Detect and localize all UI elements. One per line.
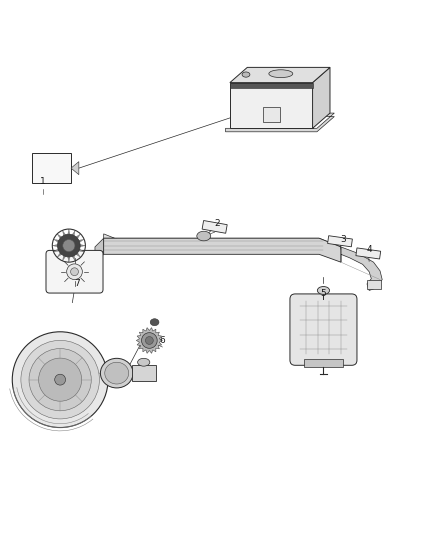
Polygon shape — [226, 113, 334, 132]
Polygon shape — [71, 161, 79, 175]
Text: 3: 3 — [340, 235, 346, 244]
Ellipse shape — [105, 362, 129, 384]
Polygon shape — [68, 229, 70, 235]
Ellipse shape — [150, 319, 159, 326]
Polygon shape — [341, 247, 382, 290]
Ellipse shape — [12, 332, 108, 427]
Bar — [367, 279, 381, 289]
Polygon shape — [68, 257, 70, 262]
Text: 2: 2 — [214, 220, 219, 228]
Ellipse shape — [55, 374, 66, 385]
Polygon shape — [76, 234, 81, 238]
Bar — [32, 153, 71, 183]
Ellipse shape — [145, 336, 153, 344]
Text: 6: 6 — [159, 336, 165, 345]
Bar — [356, 248, 381, 259]
Polygon shape — [63, 256, 66, 261]
Ellipse shape — [39, 358, 82, 401]
Bar — [328, 236, 353, 247]
FancyBboxPatch shape — [46, 251, 103, 293]
Bar — [262, 107, 280, 122]
Bar — [230, 83, 313, 88]
Polygon shape — [104, 234, 341, 251]
Polygon shape — [53, 239, 59, 243]
Ellipse shape — [318, 287, 329, 294]
Ellipse shape — [21, 341, 99, 419]
FancyBboxPatch shape — [290, 294, 357, 365]
Polygon shape — [57, 253, 62, 257]
Polygon shape — [79, 239, 84, 243]
Ellipse shape — [67, 264, 82, 279]
Polygon shape — [104, 238, 341, 262]
Polygon shape — [230, 67, 330, 83]
Ellipse shape — [138, 358, 150, 366]
Polygon shape — [136, 328, 162, 353]
Ellipse shape — [197, 231, 211, 241]
Text: 4: 4 — [366, 246, 372, 254]
Text: 1: 1 — [40, 177, 46, 186]
Bar — [202, 221, 227, 233]
Polygon shape — [230, 83, 313, 128]
Ellipse shape — [57, 235, 80, 257]
Bar — [132, 365, 156, 381]
Ellipse shape — [100, 358, 133, 388]
Polygon shape — [52, 245, 57, 247]
Polygon shape — [57, 234, 62, 238]
Polygon shape — [79, 249, 84, 252]
Ellipse shape — [269, 70, 293, 78]
Polygon shape — [72, 230, 75, 236]
Polygon shape — [76, 253, 81, 257]
Polygon shape — [80, 245, 85, 247]
Ellipse shape — [141, 333, 157, 349]
Polygon shape — [95, 238, 104, 263]
Polygon shape — [72, 256, 75, 261]
Polygon shape — [63, 230, 66, 236]
Bar — [304, 359, 343, 367]
Ellipse shape — [71, 268, 78, 276]
Text: 5: 5 — [321, 289, 326, 298]
Polygon shape — [313, 67, 330, 128]
Ellipse shape — [242, 72, 250, 77]
Text: 7: 7 — [74, 279, 81, 288]
Ellipse shape — [29, 349, 91, 411]
Polygon shape — [53, 249, 59, 252]
Ellipse shape — [63, 239, 75, 252]
